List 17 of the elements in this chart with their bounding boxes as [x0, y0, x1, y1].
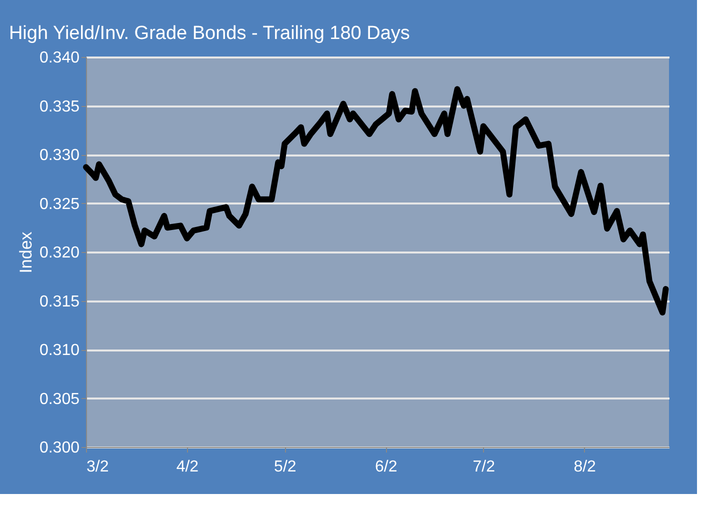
y-tick-label: 0.300	[39, 440, 80, 456]
y-tick-label: 0.340	[39, 50, 80, 66]
y-tick-label: 0.305	[39, 390, 80, 408]
y-tick-label: 0.310	[39, 342, 80, 359]
chart-title: High Yield/Inv. Grade Bonds - Trailing 180 Days	[8, 23, 410, 44]
y-axis-title: Index	[16, 231, 36, 274]
y-tick-label: 0.320	[39, 244, 80, 262]
x-tick-label: 5/2	[274, 458, 296, 476]
y-tick-label: 0.315	[39, 293, 80, 310]
y-tick-label: 0.330	[39, 147, 80, 164]
y-tick-label: 0.325	[39, 196, 80, 213]
x-tick-label: 4/2	[176, 458, 199, 476]
x-tick-label: 7/2	[472, 458, 496, 476]
x-tick-label: 8/2	[574, 458, 596, 476]
y-tick-label: 0.335	[39, 98, 80, 116]
x-tick-label: 6/2	[375, 458, 398, 476]
x-tick-label: 3/2	[86, 458, 109, 476]
